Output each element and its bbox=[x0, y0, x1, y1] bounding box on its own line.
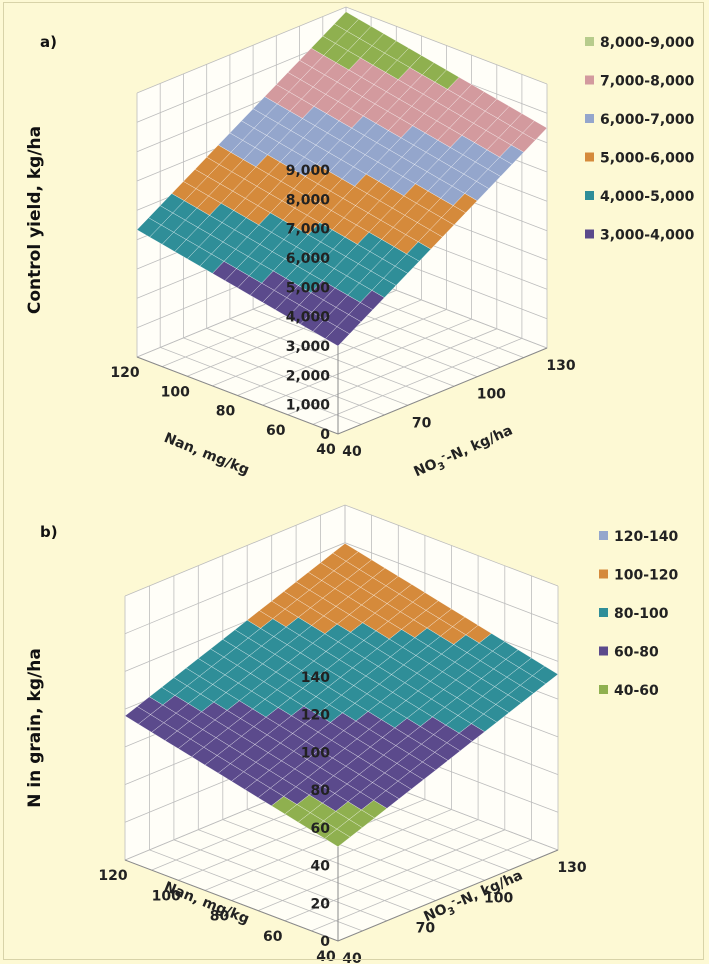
z-tick-label: 7,000 bbox=[286, 222, 331, 238]
z-tick-label: 5,000 bbox=[286, 280, 331, 296]
legend-label: 120-140 bbox=[614, 529, 679, 545]
z-tick-label: 100 bbox=[301, 745, 330, 761]
surface-cell bbox=[334, 11, 359, 32]
y-label-subscript: 3 bbox=[446, 906, 457, 919]
z-tick-label: 140 bbox=[301, 670, 330, 686]
legend-label: 3,000-4,000 bbox=[600, 228, 695, 244]
x-axis-ticks: 40 60 80 100 120 bbox=[110, 365, 336, 458]
surface-cell bbox=[332, 543, 359, 562]
legend-swatch bbox=[585, 75, 594, 85]
y-tick-label: 70 bbox=[416, 921, 436, 937]
legend-swatch bbox=[599, 531, 608, 540]
z-axis-ticks: 0 1,000 2,000 3,000 4,000 5,000 6,000 7,000 8,00… bbox=[286, 163, 331, 443]
z-tick-label: 0 bbox=[320, 934, 330, 950]
legend: 8,000-9,000 7,000-8,000 6,000-7,000 5,000-6… bbox=[585, 35, 695, 244]
legend-swatch bbox=[599, 569, 608, 579]
surface bbox=[136, 11, 548, 347]
z-tick-label: 60 bbox=[311, 821, 331, 837]
y-label-part: NO bbox=[412, 456, 440, 480]
y-tick-label: 130 bbox=[546, 358, 575, 374]
legend-label: 100-120 bbox=[614, 568, 679, 584]
z-tick-label: 2,000 bbox=[286, 368, 331, 384]
legend-swatch bbox=[585, 191, 594, 200]
y-tick-label: 40 bbox=[342, 444, 362, 460]
legend-label: 40-60 bbox=[614, 683, 659, 699]
legend-swatch bbox=[585, 37, 594, 46]
y-label-superscript: - bbox=[449, 896, 457, 908]
y-label-subscript: 3 bbox=[436, 461, 447, 474]
x-tick-label: 100 bbox=[161, 384, 190, 400]
y-gridline bbox=[206, 64, 408, 406]
x-axis-ticks: 40 60 80 100 120 bbox=[98, 868, 336, 964]
legend-label: 4,000-5,000 bbox=[600, 189, 695, 205]
legend-label: 60-80 bbox=[614, 645, 659, 661]
z-tick-label: 120 bbox=[301, 708, 330, 724]
y-tick-label: 100 bbox=[477, 387, 506, 403]
floor-axis-lines bbox=[124, 849, 559, 942]
z-tick-label: 0 bbox=[320, 427, 330, 443]
legend-label: 7,000-8,000 bbox=[600, 74, 695, 90]
x-tick-label: 120 bbox=[110, 365, 139, 381]
y-tick-label: 70 bbox=[412, 415, 432, 431]
x-tick-label: 60 bbox=[263, 929, 283, 945]
y-tick-label: 40 bbox=[342, 951, 362, 964]
x-tick-label: 40 bbox=[316, 949, 336, 964]
panel-b: b) 0 20 40 60 80 100 120 140 40 60 80 100 120 40 70 1… bbox=[25, 504, 679, 964]
y-axis-ticks: 40 70 100 130 bbox=[342, 860, 587, 964]
y-gridline bbox=[173, 575, 388, 922]
floor-axis-lines bbox=[136, 347, 548, 435]
panel-label: b) bbox=[40, 523, 58, 541]
legend-label: 80-100 bbox=[614, 606, 669, 622]
y-tick-label: 100 bbox=[484, 890, 513, 906]
legend-swatch bbox=[585, 114, 594, 123]
y-gridline bbox=[197, 565, 412, 912]
x-tick-label: 80 bbox=[216, 404, 236, 420]
z-tick-label: 40 bbox=[311, 859, 331, 875]
z-tick-label: 9,000 bbox=[286, 163, 331, 179]
y-label-superscript: - bbox=[439, 451, 447, 463]
x-axis-label: Nan, mg/kg bbox=[162, 430, 252, 479]
legend: 120-140 100-120 80-100 60-80 40-60 bbox=[599, 529, 679, 699]
legend-swatch bbox=[585, 229, 594, 239]
x-tick-label: 80 bbox=[210, 909, 230, 925]
legend-swatch bbox=[599, 646, 608, 656]
y-tick-label: 130 bbox=[557, 860, 586, 876]
z-axis-label: Control yield, kg/ha bbox=[25, 126, 45, 314]
x-tick-label: 40 bbox=[316, 442, 336, 458]
surface bbox=[124, 543, 559, 847]
x-tick-label: 120 bbox=[98, 868, 127, 884]
legend-label: 6,000-7,000 bbox=[600, 112, 695, 128]
legend-swatch bbox=[585, 152, 594, 162]
z-tick-label: 1,000 bbox=[286, 398, 331, 414]
y-gridline bbox=[159, 83, 362, 425]
z-tick-label: 8,000 bbox=[286, 192, 331, 208]
y-gridline bbox=[148, 585, 363, 932]
panel-a: a) 0 1,000 2,000 3,000 4,000 5,000 6,000 7,000 8… bbox=[25, 6, 695, 480]
legend-label: 8,000-9,000 bbox=[600, 35, 695, 51]
z-axis-label: N in grain, kg/ha bbox=[25, 648, 45, 808]
z-tick-label: 6,000 bbox=[286, 251, 331, 267]
x-tick-label: 60 bbox=[266, 423, 286, 439]
y-gridline bbox=[182, 73, 385, 416]
z-axis-ticks: 0 20 40 60 80 100 120 140 bbox=[301, 670, 330, 950]
legend-label: 5,000-6,000 bbox=[600, 151, 695, 167]
legend-swatch bbox=[599, 685, 608, 694]
z-tick-label: 80 bbox=[311, 783, 331, 799]
x-tick-label: 100 bbox=[152, 888, 181, 904]
z-tick-label: 4,000 bbox=[286, 310, 331, 326]
y-axis-ticks: 40 70 100 130 bbox=[342, 358, 576, 460]
z-tick-label: 20 bbox=[311, 896, 331, 912]
y-label-part: -N, kg/ha bbox=[443, 422, 515, 466]
legend-swatch bbox=[599, 608, 608, 617]
z-tick-label: 3,000 bbox=[286, 339, 331, 355]
panel-label: a) bbox=[40, 33, 57, 51]
